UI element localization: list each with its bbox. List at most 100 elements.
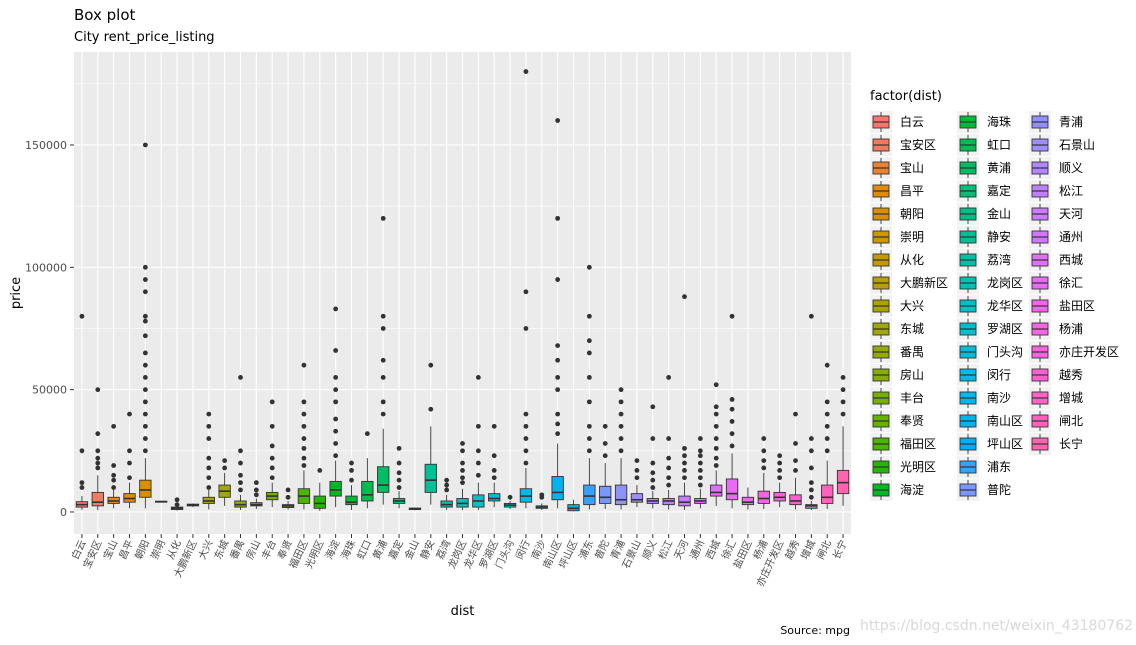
outlier-point <box>285 487 291 493</box>
outlier-point <box>79 485 85 490</box>
box-亦庄开发区 <box>773 453 786 508</box>
outlier-point <box>333 306 339 312</box>
x-tick-label: 东城 <box>211 538 231 562</box>
outlier-point <box>222 465 228 471</box>
outlier-point <box>523 460 529 466</box>
outlier-point <box>729 419 735 424</box>
outlier-point <box>586 399 592 405</box>
legend-entry-静安: 静安 <box>957 226 1011 248</box>
outlier-point <box>142 289 148 295</box>
y-tick-label: 150000 <box>25 139 67 152</box>
box-大鹏新区 <box>186 503 200 508</box>
outlier-point <box>222 458 228 463</box>
outlier-point <box>586 338 592 344</box>
box-天河 <box>678 294 691 511</box>
box-iqr <box>725 478 739 501</box>
legend-entry-罗湖区: 罗湖区 <box>957 318 1023 340</box>
outlier-point <box>396 477 402 483</box>
legend-entry-闵行: 闵行 <box>957 364 1011 386</box>
outlier-point <box>142 448 148 454</box>
legend-label: 徐汇 <box>1059 275 1083 290</box>
box-iqr <box>361 480 374 502</box>
outlier-point <box>364 431 370 437</box>
outlier-point <box>333 416 339 422</box>
outlier-point <box>333 441 339 446</box>
x-axis-title: dist <box>451 604 475 619</box>
x-tick-label: 宝山 <box>100 538 120 562</box>
outlier-point <box>555 421 561 427</box>
legend-label: 海珠 <box>987 114 1011 129</box>
outlier-point <box>634 458 640 463</box>
outlier-point <box>142 362 148 368</box>
outlier-point <box>523 289 529 295</box>
legend-entry-东城: 东城 <box>870 318 924 340</box>
legend-entry-朝阳: 朝阳 <box>870 203 924 225</box>
outlier-point <box>333 428 339 434</box>
outlier-point <box>475 448 481 454</box>
x-tick-label: 长宁 <box>830 538 850 562</box>
outlier-point <box>206 436 212 441</box>
outlier-point <box>444 482 450 488</box>
box-iqr <box>345 495 358 506</box>
legend-label: 门头沟 <box>987 344 1023 359</box>
outlier-point <box>650 485 656 490</box>
outlier-point <box>142 142 148 148</box>
box-iqr <box>329 480 342 497</box>
outlier-point <box>206 465 212 471</box>
box-通州 <box>694 436 707 509</box>
outlier-point <box>824 423 830 429</box>
outlier-point <box>460 475 465 481</box>
x-tick-label: 嘉定 <box>386 538 406 562</box>
outlier-point <box>95 455 101 461</box>
outlier-point <box>142 264 148 270</box>
box-崇明 <box>155 500 168 503</box>
box-iqr <box>614 484 628 506</box>
outlier-point <box>111 463 117 468</box>
legend-entry-黄浦: 黄浦 <box>957 157 1011 179</box>
box-iqr <box>741 496 755 506</box>
box-西城 <box>710 382 723 506</box>
outlier-point <box>777 475 783 481</box>
outlier-point <box>697 460 703 466</box>
legend-label: 闸北 <box>1059 414 1083 428</box>
outlier-point <box>618 448 624 454</box>
legend-entry-南沙: 南沙 <box>957 387 1011 409</box>
outlier-point <box>333 399 339 405</box>
legend-label: 福田区 <box>900 436 936 451</box>
box-昌平 <box>123 411 136 509</box>
x-tick-label: 番禺 <box>228 538 247 561</box>
legend-entry-崇明: 崇明 <box>870 226 924 248</box>
box-海淀 <box>329 306 342 508</box>
outlier-point <box>523 411 529 417</box>
outlier-point <box>713 404 719 410</box>
outlier-point <box>840 411 846 417</box>
outlier-point <box>586 313 592 319</box>
y-tick-label: 50000 <box>32 384 67 397</box>
outlier-point <box>777 467 783 473</box>
box-iqr <box>710 484 723 497</box>
outlier-point <box>301 455 307 461</box>
outlier-point <box>206 455 212 461</box>
outlier-point <box>824 436 830 441</box>
box-东城 <box>218 458 231 506</box>
outlier-point <box>333 348 339 353</box>
chart-caption: Source: mpg <box>780 624 850 637</box>
legend-entry-丰台: 丰台 <box>870 387 924 409</box>
outlier-point <box>682 445 687 451</box>
legend-label: 越秀 <box>1059 368 1083 382</box>
outlier-point <box>95 460 101 466</box>
outlier-point <box>396 470 402 476</box>
outlier-point <box>824 362 830 368</box>
outlier-point <box>555 343 561 349</box>
legend-entry-龙岗区: 龙岗区 <box>957 272 1023 294</box>
outlier-point <box>666 475 672 481</box>
box-series <box>75 69 850 512</box>
outlier-point <box>460 448 465 454</box>
box-金山 <box>408 507 422 511</box>
legend-label: 罗湖区 <box>987 321 1023 336</box>
outlier-point <box>793 467 798 473</box>
legend-entry-龙华区: 龙华区 <box>957 295 1023 317</box>
legend-label: 闵行 <box>987 367 1011 382</box>
outlier-point <box>761 448 767 454</box>
outlier-point <box>824 448 830 454</box>
